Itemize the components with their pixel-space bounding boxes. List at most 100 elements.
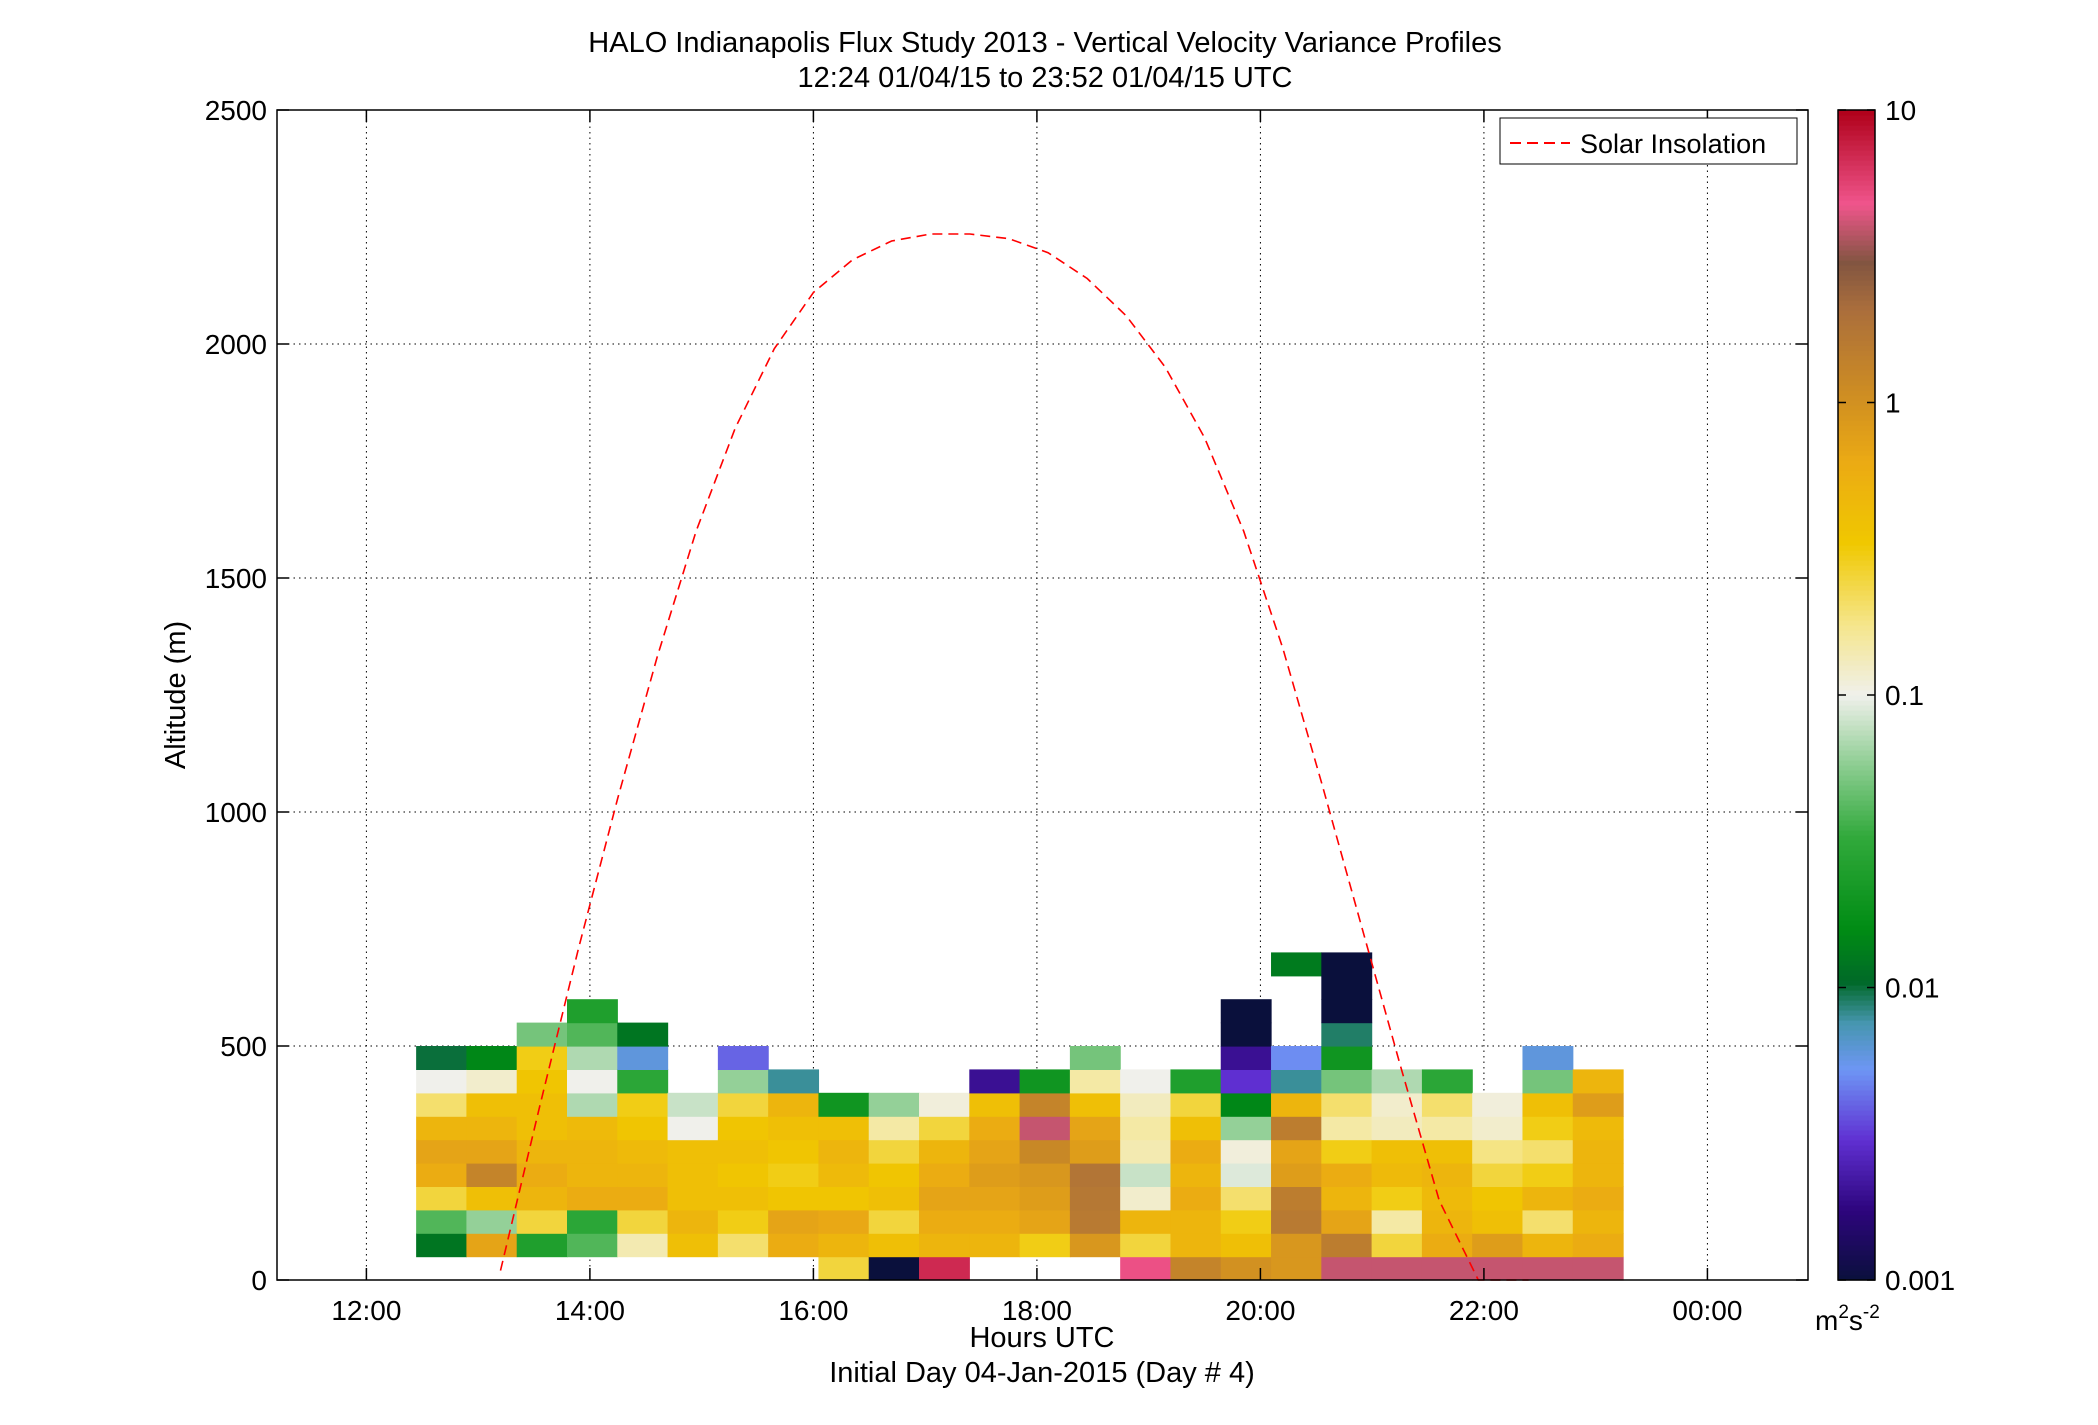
colorbar-band (1838, 1080, 1875, 1086)
x-tick-label: 14:00 (555, 1295, 625, 1326)
colorbar-band (1838, 710, 1875, 716)
heatmap-cell (1421, 1139, 1473, 1164)
heatmap-cell (1019, 1092, 1071, 1117)
colorbar-band (1838, 450, 1875, 456)
colorbar-band (1838, 950, 1875, 956)
heatmap-cell (516, 1163, 568, 1187)
heatmap-cell (516, 1186, 568, 1211)
heatmap-cell (868, 1163, 920, 1187)
heatmap-cell (1321, 1116, 1373, 1141)
colorbar-band (1838, 145, 1875, 151)
colorbar-band (1838, 115, 1875, 121)
heatmap-cell (1170, 1209, 1222, 1234)
colorbar-band (1838, 1055, 1875, 1061)
y-tick-label: 0 (251, 1265, 267, 1296)
colorbar-band (1838, 780, 1875, 786)
heatmap-cell (1572, 1233, 1624, 1258)
colorbar-band (1838, 310, 1875, 316)
heatmap-cell (1572, 1186, 1624, 1211)
heatmap-cell (1371, 1209, 1423, 1234)
heatmap-cell (1220, 1139, 1272, 1164)
colorbar-band (1838, 285, 1875, 291)
heatmap-cell (717, 1092, 769, 1117)
heatmap-cell (1069, 1186, 1121, 1211)
heatmap-cell (667, 1092, 719, 1117)
colorbar-band (1838, 375, 1875, 381)
heatmap-cell (1220, 1163, 1272, 1187)
colorbar-band (1838, 605, 1875, 611)
heatmap-cell (1019, 1069, 1071, 1094)
colorbar-band (1838, 455, 1875, 461)
heatmap-cell (1321, 1022, 1373, 1047)
colorbar-band (1838, 275, 1875, 281)
heatmap-cell (1120, 1209, 1172, 1234)
heatmap-cell (567, 1233, 618, 1258)
heatmap-cell (1522, 1069, 1574, 1094)
colorbar-band (1838, 1190, 1875, 1196)
colorbar-band (1838, 250, 1875, 256)
heatmap-cell (1321, 1092, 1373, 1117)
colorbar-band (1838, 620, 1875, 626)
colorbar-band (1838, 235, 1875, 241)
colorbar-band (1838, 290, 1875, 296)
heatmap-cell (516, 1139, 568, 1164)
heatmap-cell (1472, 1233, 1524, 1258)
chart-title: HALO Indianapolis Flux Study 2013 - Vert… (588, 27, 1501, 59)
colorbar-band (1838, 335, 1875, 341)
colorbar-band (1838, 270, 1875, 276)
colorbar-band (1838, 540, 1875, 546)
colorbar-band (1838, 730, 1875, 736)
heatmap-cell (1421, 1186, 1473, 1211)
heatmap-cell (1271, 1139, 1322, 1164)
heatmap-cell (1120, 1186, 1172, 1211)
colorbar-band (1838, 970, 1875, 976)
colorbar-band (1838, 1035, 1875, 1041)
heatmap-cell (1572, 1069, 1624, 1094)
heatmap-cell (567, 1186, 618, 1211)
heatmap-cell (466, 1209, 518, 1234)
colorbar-band (1838, 1170, 1875, 1176)
heatmap-cell (768, 1233, 820, 1258)
colorbar-band (1838, 200, 1875, 206)
x-axis-sublabel: Initial Day 04-Jan-2015 (Day # 4) (829, 1357, 1255, 1389)
y-tick-label: 500 (220, 1031, 267, 1062)
heatmap-cell (667, 1233, 719, 1258)
legend: Solar Insolation (1499, 117, 1798, 165)
heatmap-cell (1170, 1186, 1222, 1211)
colorbar-band (1838, 1090, 1875, 1096)
heatmap-cell (717, 1116, 769, 1141)
colorbar-band (1838, 670, 1875, 676)
heatmap-cell (1170, 1256, 1222, 1281)
colorbar-band (1838, 175, 1875, 181)
colorbar-band (1838, 1125, 1875, 1131)
colorbar-band (1838, 1120, 1875, 1126)
colorbar-band (1838, 1130, 1875, 1136)
heatmap-cell (1271, 1256, 1322, 1281)
heatmap-cell (516, 1022, 568, 1047)
colorbar-band (1838, 845, 1875, 851)
colorbar-band (1838, 820, 1875, 826)
colorbar-band (1838, 510, 1875, 516)
colorbar-band (1838, 815, 1875, 821)
heatmap-cell (1572, 1209, 1624, 1234)
heatmap-cell (1069, 1069, 1121, 1094)
colorbar-band (1838, 1245, 1875, 1251)
colorbar-band (1838, 330, 1875, 336)
y-tick-label: 1500 (205, 563, 267, 594)
heatmap-cell (617, 1069, 669, 1094)
colorbar-band (1838, 575, 1875, 581)
colorbar-band (1838, 960, 1875, 966)
heatmap-cell (818, 1209, 870, 1234)
heatmap-cell (717, 1233, 769, 1258)
heatmap-cell (717, 1069, 769, 1094)
colorbar-band (1838, 720, 1875, 726)
heatmap-cell (1371, 1139, 1423, 1164)
heatmap-cell (416, 1233, 468, 1258)
heatmap-cell (1572, 1092, 1624, 1117)
colorbar-band (1838, 550, 1875, 556)
heatmap-cell (567, 1046, 618, 1070)
heatmap-cell (1321, 1186, 1373, 1211)
heatmap-cell (768, 1139, 820, 1164)
colorbar-band (1838, 1065, 1875, 1071)
